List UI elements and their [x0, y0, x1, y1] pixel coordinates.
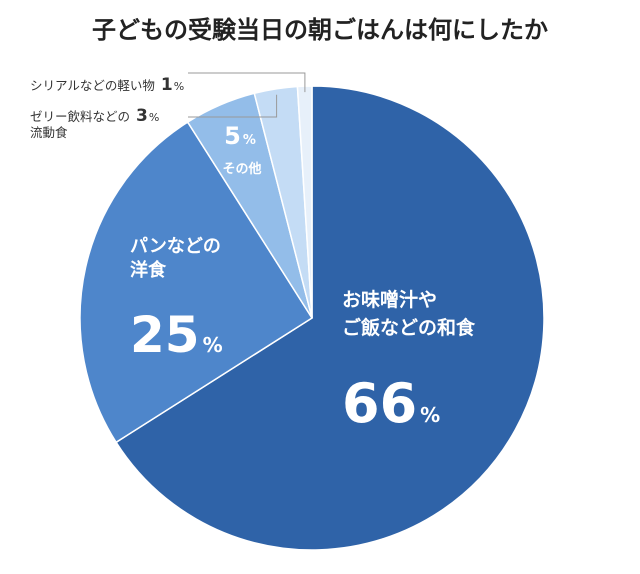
- slice-label: ゼリー飲料などの 3%流動食: [30, 106, 159, 140]
- leader-line: [188, 94, 278, 118]
- pie-slice: [115, 85, 545, 551]
- leader-line: [188, 72, 306, 93]
- slice-value-label: 66%: [342, 372, 440, 435]
- slice-category-text: パンなどの: [130, 236, 221, 257]
- slice-category-text: その他: [222, 161, 261, 177]
- slice-value-label: 5%: [224, 122, 256, 150]
- chart-title: 子どもの受験当日の朝ごはんは何にしたか: [92, 16, 548, 44]
- slice-category-text: 洋食: [130, 259, 167, 281]
- slice-value-label: 25%: [130, 306, 223, 364]
- slice-label: 5 % その他: [222, 122, 261, 177]
- slice-category-text: ご飯などの和食: [342, 316, 476, 339]
- pie-slice: [79, 121, 314, 444]
- slice-category-text: ゼリー飲料などの 3%: [30, 106, 159, 126]
- slice-label: シリアルなどの軽い物 1%: [30, 75, 184, 95]
- slice-category-text: シリアルなどの軽い物 1%: [30, 75, 184, 95]
- slice-category-text: お味噌汁や: [342, 288, 437, 311]
- slice-category-text: 流動食: [30, 125, 68, 140]
